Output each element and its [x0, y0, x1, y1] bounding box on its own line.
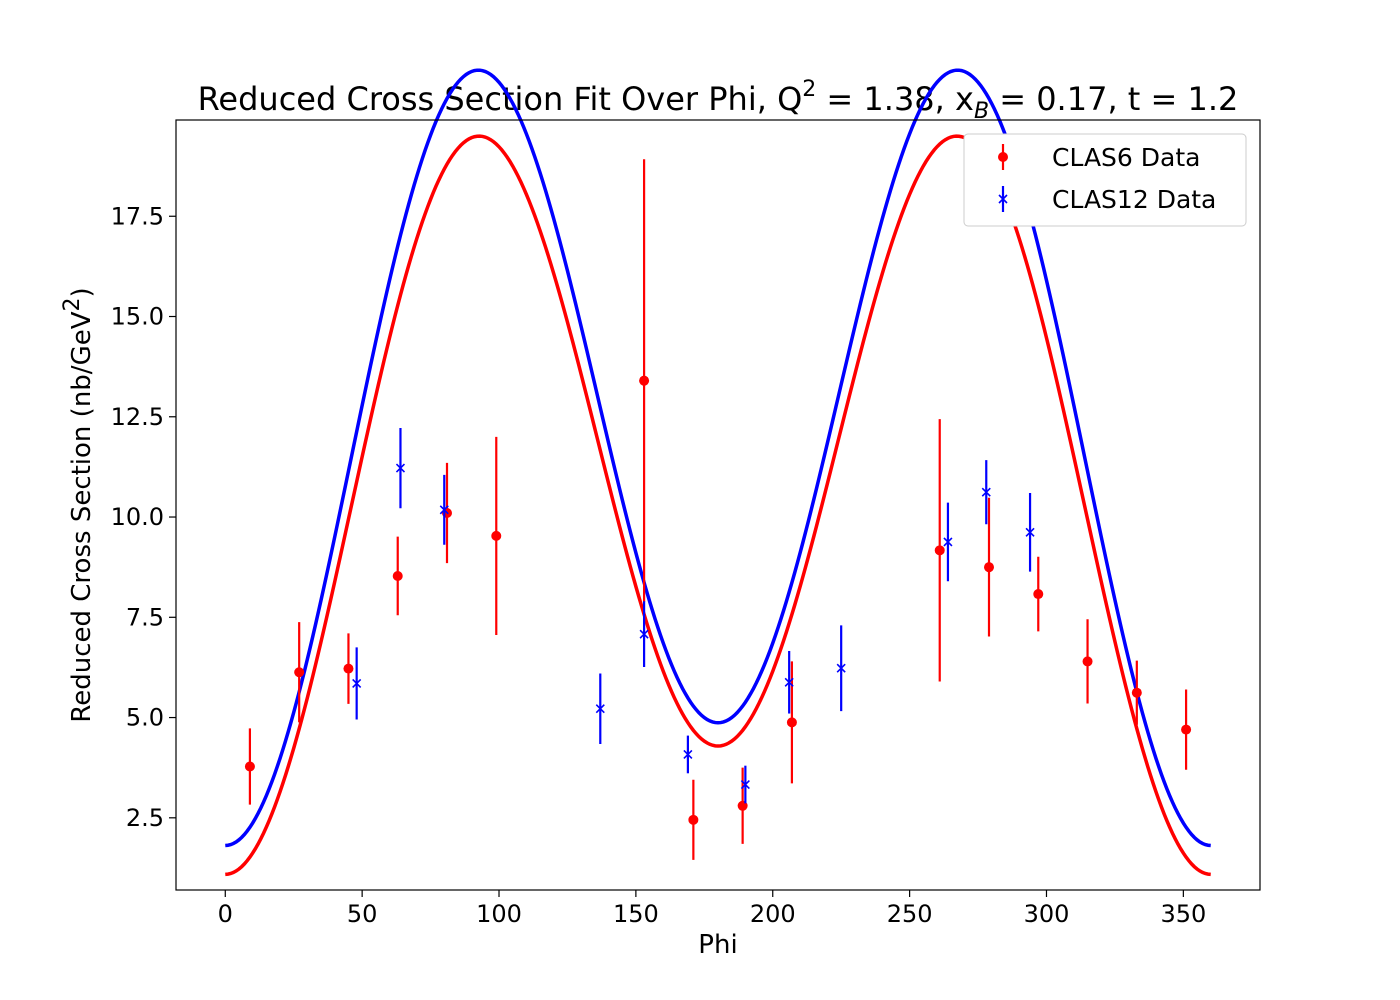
marker-x: [439, 505, 449, 515]
legend-marker-clas12: [998, 186, 1008, 212]
marker-circle: [491, 530, 502, 541]
legend-box: [963, 133, 1247, 227]
data-point-clas12: [981, 460, 991, 525]
x-tick-label: 200: [750, 900, 796, 928]
y-tick-label: 2.5: [126, 804, 164, 832]
y-tick-label: 7.5: [126, 603, 164, 631]
legend-label-clas12: CLAS12 Data: [1052, 185, 1216, 214]
marker-x: [1025, 527, 1035, 537]
marker-circle: [934, 545, 945, 556]
y-tick-label: 17.5: [111, 202, 164, 230]
data-points: [244, 159, 1192, 860]
marker-x: [836, 663, 846, 673]
marker-x: [943, 537, 953, 547]
marker-x: [784, 677, 794, 687]
data-point-clas6: [294, 622, 305, 723]
data-point-clas6: [1131, 660, 1142, 725]
y-tick-label: 10.0: [111, 503, 164, 531]
data-point-clas12: [1025, 492, 1035, 572]
marker-circle: [244, 761, 255, 772]
title-q2-value: = 1.38, x: [816, 80, 974, 118]
data-point-clas6: [491, 436, 502, 635]
marker-x: [395, 463, 406, 473]
data-point-clas6: [984, 497, 994, 637]
x-tick-label: 100: [476, 900, 522, 928]
x-tick-label: 0: [218, 900, 233, 928]
legend-circle: [998, 152, 1008, 162]
data-point-clas6: [244, 728, 255, 805]
data-point-clas6: [786, 661, 797, 784]
marker-circle: [984, 562, 994, 573]
legend-x: [998, 194, 1008, 204]
marker-x: [639, 629, 649, 639]
data-point-clas6: [934, 419, 945, 682]
title-prefix: Reduced Cross Section Fit Over Phi, Q: [198, 80, 803, 118]
data-point-clas6: [1082, 619, 1093, 704]
marker-x: [595, 704, 605, 714]
x-tick-label: 350: [1160, 900, 1206, 928]
marker-x: [683, 749, 693, 760]
fit-curve-clas6: [225, 134, 1211, 877]
data-point-clas6: [1033, 556, 1044, 632]
x-tick-label: 150: [613, 900, 659, 928]
title-rest: = 0.17, t = 1.2: [989, 80, 1238, 118]
y-axis-label-superscript: 2: [60, 298, 85, 312]
title-q2-superscript: 2: [802, 77, 816, 102]
data-point-clas12: [639, 601, 649, 668]
marker-circle: [688, 814, 699, 825]
legend-marker-clas6: [998, 144, 1008, 170]
data-point-clas12: [836, 625, 846, 712]
chart-title: Reduced Cross Section Fit Over Phi, Q2 =…: [198, 77, 1239, 124]
y-axis-ticks: 2.5 5.0 7.5 10.0 12.5 15.0 17.5: [111, 202, 176, 832]
x-tick-label: 300: [1024, 900, 1070, 928]
x-tick-label: 50: [347, 900, 378, 928]
data-point-clas12: [395, 428, 406, 509]
data-point-clas6: [1181, 689, 1192, 770]
data-point-clas12: [740, 765, 750, 804]
data-point-clas12: [683, 735, 693, 774]
y-axis-label-main: Reduced Cross Section (nb/GeV: [67, 311, 97, 722]
marker-circle: [786, 717, 797, 728]
y-tick-label: 12.5: [111, 403, 164, 431]
legend-label-clas6: CLAS6 Data: [1052, 143, 1200, 172]
data-point-clas12: [439, 474, 449, 545]
y-axis-label: Reduced Cross Section (nb/GeV2): [60, 287, 97, 722]
data-point-clas6: [688, 779, 699, 860]
data-point-clas6: [343, 633, 354, 704]
marker-x: [740, 779, 750, 790]
marker-circle: [1131, 687, 1142, 698]
data-point-clas12: [784, 650, 794, 714]
data-point-clas12: [352, 647, 362, 720]
x-axis-label: Phi: [698, 930, 737, 960]
x-tick-label: 250: [887, 900, 933, 928]
marker-x: [981, 487, 991, 497]
marker-circle: [294, 667, 305, 678]
marker-circle: [1033, 589, 1044, 600]
marker-circle: [1181, 724, 1192, 735]
marker-x: [352, 678, 362, 689]
data-point-clas6: [639, 159, 650, 603]
legend: CLAS6 Data CLAS12 Data: [963, 133, 1247, 227]
data-point-clas12: [943, 502, 953, 582]
y-tick-label: 15.0: [111, 303, 164, 331]
title-xb-subscript: B: [974, 99, 989, 124]
y-tick-label: 5.0: [126, 704, 164, 732]
marker-circle: [343, 663, 354, 674]
marker-circle: [392, 570, 403, 581]
data-point-clas6: [392, 536, 403, 616]
y-axis-label-close: ): [67, 287, 97, 297]
marker-circle: [639, 375, 650, 386]
plot-frame: [175, 119, 1261, 891]
data-point-clas12: [595, 673, 605, 745]
x-axis-ticks: 0 50 100 150 200 250 300 350: [218, 890, 1206, 928]
fit-curves: [225, 68, 1211, 877]
fit-curve-clas12: [225, 68, 1211, 848]
marker-circle: [1082, 656, 1093, 667]
legend-markers: [998, 144, 1008, 212]
